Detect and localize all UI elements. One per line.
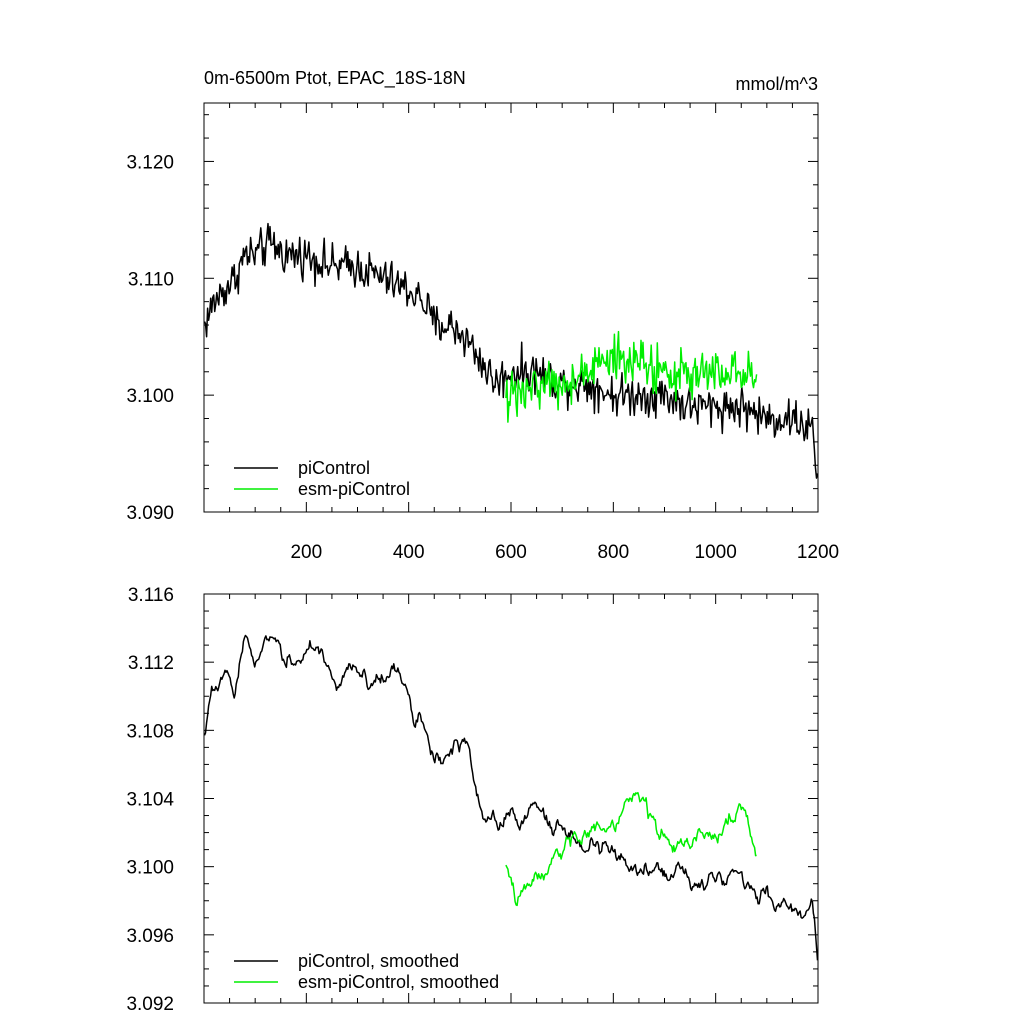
bottom-y-tick-labels: 3.092 3.096 3.100 3.104 3.108 3.112 3.116 [126, 585, 174, 1015]
bottom-panel: 3.092 3.096 3.100 3.104 3.108 3.112 3.116 piCo… [126, 585, 819, 1015]
y-tick-label: 3.108 [126, 721, 174, 742]
y-tick-label: 3.120 [126, 152, 174, 173]
y-tick-label: 3.112 [128, 653, 174, 674]
legend-label: esm-piControl [298, 479, 410, 499]
x-tick-label: 1200 [797, 542, 839, 563]
bottom-series-group [203, 634, 819, 961]
y-tick-label: 3.090 [126, 503, 174, 524]
y-tick-label: 3.116 [128, 585, 174, 606]
y-tick-label: 3.104 [126, 790, 174, 811]
x-tick-label: 600 [495, 542, 527, 563]
x-tick-label: 200 [290, 542, 322, 563]
y-tick-label: 3.110 [128, 269, 174, 290]
bottom-axis-ticks [204, 593, 819, 1004]
y-tick-label: 3.092 [126, 994, 174, 1015]
y-tick-label: 3.100 [126, 386, 174, 407]
top-plot-frame [203, 102, 819, 513]
bottom-plot-frame [203, 593, 819, 1004]
series-line-1 [505, 791, 757, 907]
y-tick-label: 3.096 [126, 926, 174, 947]
legend-label: esm-piControl, smoothed [298, 972, 499, 992]
y-tick-label: 3.100 [126, 858, 174, 879]
legend-label: piControl, smoothed [298, 951, 459, 971]
top-axis-ticks [204, 103, 819, 513]
top-x-tick-labels: 200 400 600 800 1000 1200 [290, 542, 839, 563]
x-tick-label: 1000 [695, 542, 737, 563]
top-series-group [203, 222, 819, 479]
x-tick-label: 400 [393, 542, 425, 563]
series-line-0 [203, 634, 819, 961]
units-label: mmol/m^3 [736, 74, 818, 94]
series-line-0 [203, 222, 819, 479]
chart-title: 0m-6500m Ptot, EPAC_18S-18N [204, 68, 466, 89]
x-tick-label: 800 [597, 542, 629, 563]
top-panel: 3.090 3.100 3.110 3.120 200 400 600 800 1000 120… [126, 102, 839, 563]
series-line-1 [505, 330, 758, 423]
top-y-tick-labels: 3.090 3.100 3.110 3.120 [126, 152, 174, 524]
legend-label: piControl [298, 458, 370, 478]
